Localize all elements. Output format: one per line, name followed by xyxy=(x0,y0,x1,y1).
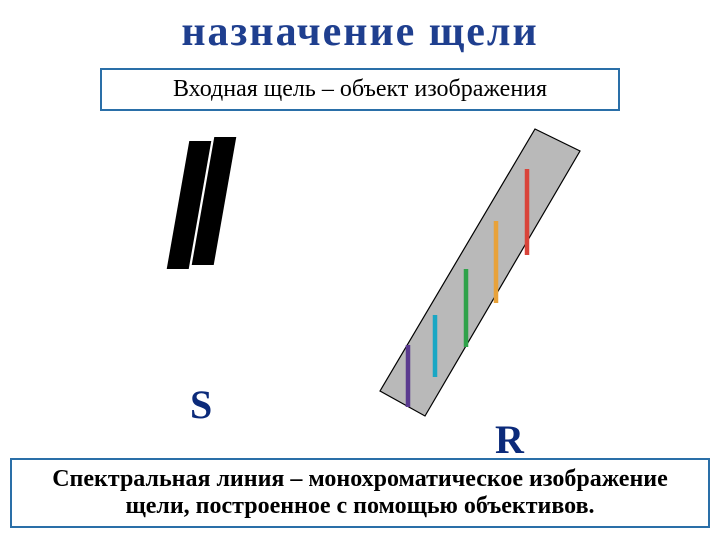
info-box-top: Входная щель – объект изображения xyxy=(100,68,620,111)
page-title: назначение щели xyxy=(0,0,720,56)
spectrum-plate xyxy=(320,111,600,451)
diagram-area: S R xyxy=(0,111,720,451)
label-s: S xyxy=(190,381,212,428)
info-box-bottom: Спектральная линия – монохроматическое и… xyxy=(10,458,710,528)
label-r: R xyxy=(495,416,524,463)
